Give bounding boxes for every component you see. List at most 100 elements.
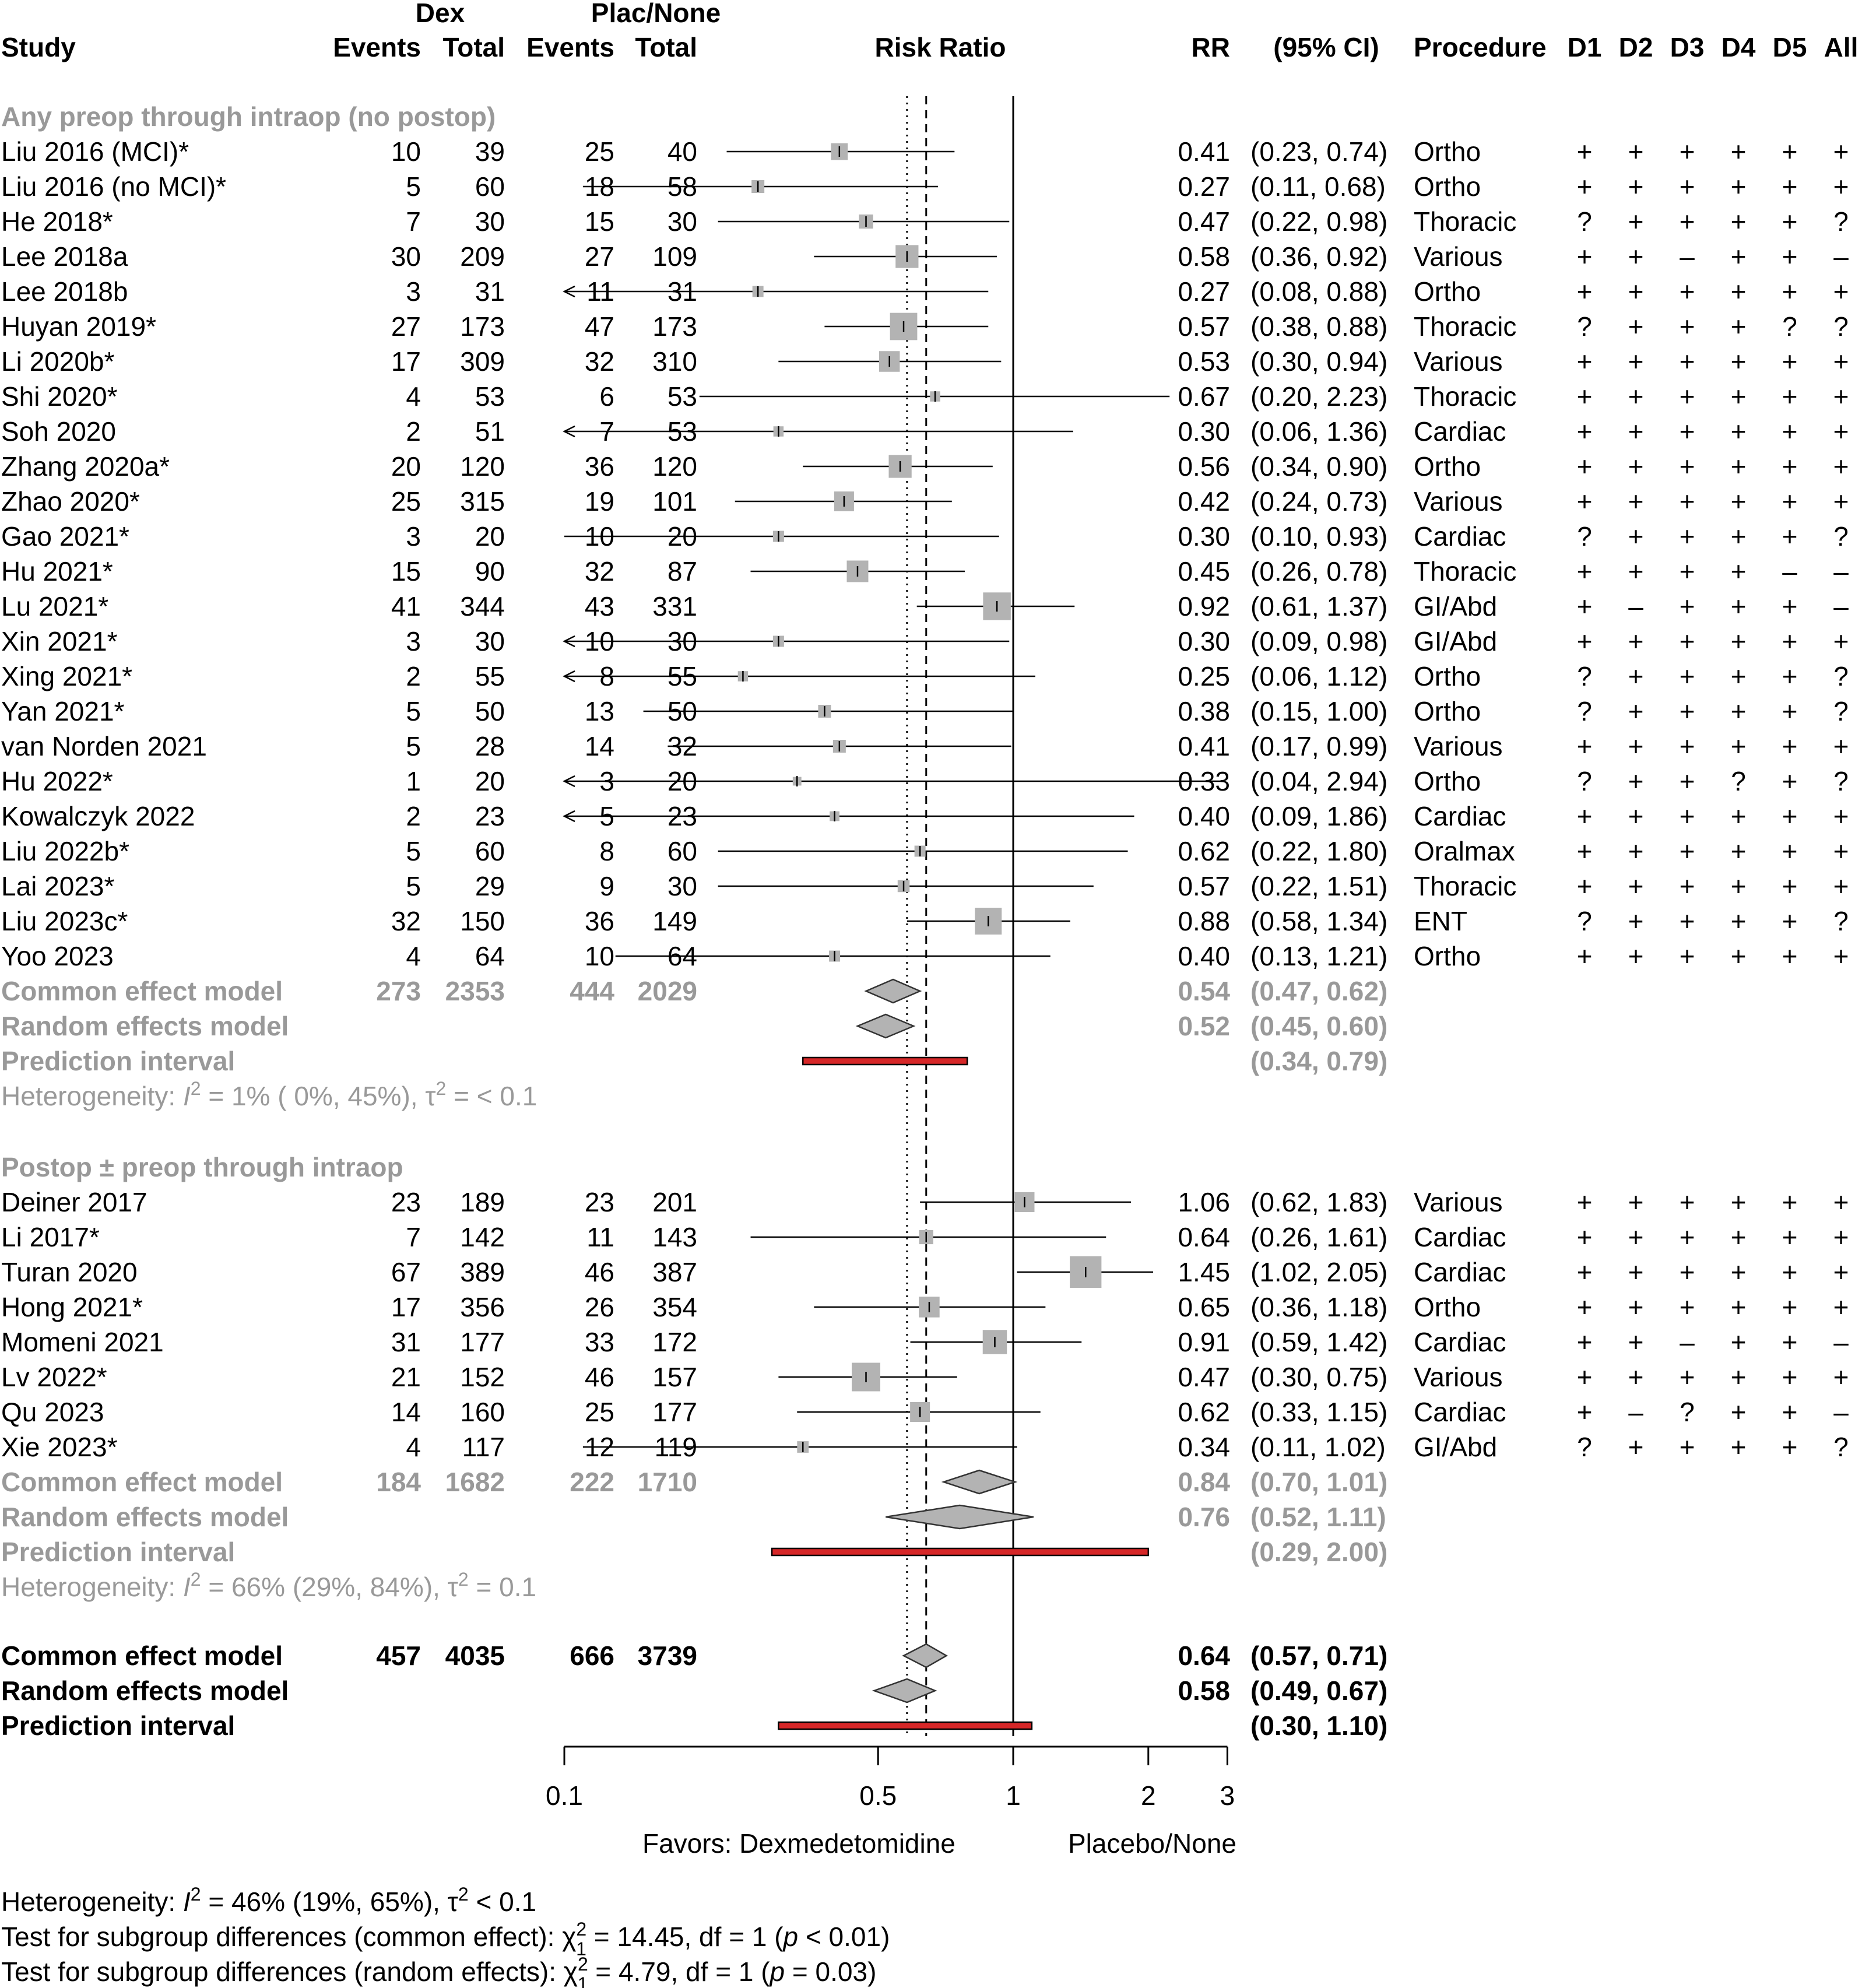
study-name: Huyan 2019* — [1, 311, 156, 342]
ci-value: (0.04, 2.94) — [1250, 766, 1387, 796]
total-dex: 50 — [475, 696, 505, 726]
risk-of-bias: + — [1680, 591, 1695, 621]
risk-of-bias: + — [1628, 941, 1644, 971]
x-tick-label: 0.5 — [859, 1780, 897, 1811]
risk-of-bias: + — [1628, 871, 1644, 901]
procedure: Cardiac — [1414, 1222, 1506, 1252]
risk-of-bias: + — [1782, 836, 1798, 866]
risk-of-bias: + — [1577, 1222, 1593, 1252]
summary-rr: 0.84 — [1178, 1467, 1230, 1497]
events-plac: 3 — [599, 766, 614, 796]
risk-of-bias: + — [1628, 1327, 1644, 1357]
study-name: Xing 2021* — [1, 661, 132, 691]
subgroup-heterogeneity: Heterogeneity: I2 = 1% ( 0%, 45%), τ2 = … — [1, 1078, 537, 1111]
risk-of-bias: + — [1577, 801, 1593, 831]
risk-of-bias: ? — [1680, 1397, 1695, 1427]
risk-of-bias: + — [1833, 346, 1849, 377]
risk-of-bias: + — [1782, 1362, 1798, 1392]
risk-of-bias: + — [1731, 801, 1747, 831]
ci-value: (0.13, 1.21) — [1250, 941, 1387, 971]
risk-of-bias: + — [1680, 311, 1695, 342]
risk-of-bias: + — [1577, 171, 1593, 202]
total-dex: 356 — [460, 1292, 505, 1322]
risk-of-bias: + — [1782, 206, 1798, 237]
risk-of-bias: + — [1833, 171, 1849, 202]
study-name: Qu 2023 — [1, 1397, 104, 1427]
header-dex: Dex — [416, 0, 465, 28]
header-d3: D3 — [1670, 32, 1705, 62]
study-name: Momeni 2021 — [1, 1327, 164, 1357]
rr-value: 0.40 — [1178, 941, 1230, 971]
risk-of-bias: ? — [1731, 766, 1746, 796]
risk-of-bias: + — [1782, 906, 1798, 936]
ci-value: (0.06, 1.12) — [1250, 661, 1387, 691]
risk-of-bias: + — [1628, 311, 1644, 342]
procedure: Ortho — [1414, 696, 1481, 726]
risk-of-bias: + — [1577, 276, 1593, 307]
ci-value: (0.38, 0.88) — [1250, 311, 1387, 342]
summary-ci: (0.49, 0.67) — [1250, 1676, 1387, 1706]
total-dex: 23 — [475, 801, 505, 831]
procedure: Cardiac — [1414, 1327, 1506, 1357]
risk-of-bias: + — [1731, 626, 1747, 656]
ci-value: (0.23, 0.74) — [1250, 136, 1387, 167]
rr-value: 0.56 — [1178, 451, 1230, 482]
risk-of-bias: – — [1833, 591, 1849, 621]
rr-value: 0.45 — [1178, 556, 1230, 586]
summary-rr: 0.64 — [1178, 1641, 1230, 1671]
ci-value: (1.02, 2.05) — [1250, 1257, 1387, 1287]
risk-of-bias: + — [1577, 346, 1593, 377]
risk-of-bias: + — [1782, 626, 1798, 656]
study-name: Xie 2023* — [1, 1432, 118, 1462]
summary-ci: (0.29, 2.00) — [1250, 1537, 1387, 1567]
events-plac: 12 — [585, 1432, 614, 1462]
risk-of-bias: + — [1680, 451, 1695, 482]
events-plac: 46 — [585, 1257, 614, 1287]
total-dex: 64 — [475, 941, 505, 971]
events-dex: 2 — [406, 416, 421, 447]
total-plac: 64 — [667, 941, 697, 971]
risk-of-bias: + — [1628, 836, 1644, 866]
study-name: Lai 2023* — [1, 871, 114, 901]
overall-prediction-interval — [778, 1721, 1033, 1730]
total-dex: 315 — [460, 486, 505, 517]
risk-of-bias: + — [1833, 486, 1849, 517]
summary-label: Random effects model — [1, 1502, 289, 1532]
header-d2: D2 — [1619, 32, 1653, 62]
risk-of-bias: + — [1833, 731, 1849, 761]
total-plac: 331 — [652, 591, 697, 621]
risk-of-bias: + — [1782, 766, 1798, 796]
total-plac: 310 — [652, 346, 697, 377]
risk-of-bias: + — [1577, 626, 1593, 656]
summary-ci: (0.70, 1.01) — [1250, 1467, 1387, 1497]
risk-of-bias: + — [1833, 381, 1849, 412]
study-name: Yan 2021* — [1, 696, 125, 726]
events-plac: 8 — [599, 836, 614, 866]
rr-value: 0.47 — [1178, 1362, 1230, 1392]
ci-value: (0.08, 0.88) — [1250, 276, 1387, 307]
risk-of-bias: + — [1782, 801, 1798, 831]
events-dex: 5 — [406, 836, 421, 866]
summary-label: Prediction interval — [1, 1537, 235, 1567]
risk-of-bias: – — [1833, 1397, 1849, 1427]
risk-of-bias: + — [1628, 1187, 1644, 1217]
header-rr: RR — [1192, 32, 1230, 62]
subgroup-common-diamond — [864, 978, 922, 1004]
ci-value: (0.34, 0.90) — [1250, 451, 1387, 482]
risk-of-bias: + — [1731, 556, 1747, 586]
events-plac: 36 — [585, 906, 614, 936]
total-plac: 119 — [655, 1432, 697, 1462]
procedure: GI/Abd — [1414, 591, 1497, 621]
events-dex: 5 — [406, 171, 421, 202]
rr-value: 0.57 — [1178, 311, 1230, 342]
summary-ci: (0.30, 1.10) — [1250, 1710, 1387, 1741]
risk-of-bias: + — [1628, 906, 1644, 936]
header-study: Study — [1, 32, 76, 62]
total-dex: 55 — [475, 661, 505, 691]
risk-of-bias: + — [1577, 836, 1593, 866]
risk-of-bias: + — [1833, 276, 1849, 307]
risk-of-bias: + — [1833, 1222, 1849, 1252]
rr-value: 0.42 — [1178, 486, 1230, 517]
